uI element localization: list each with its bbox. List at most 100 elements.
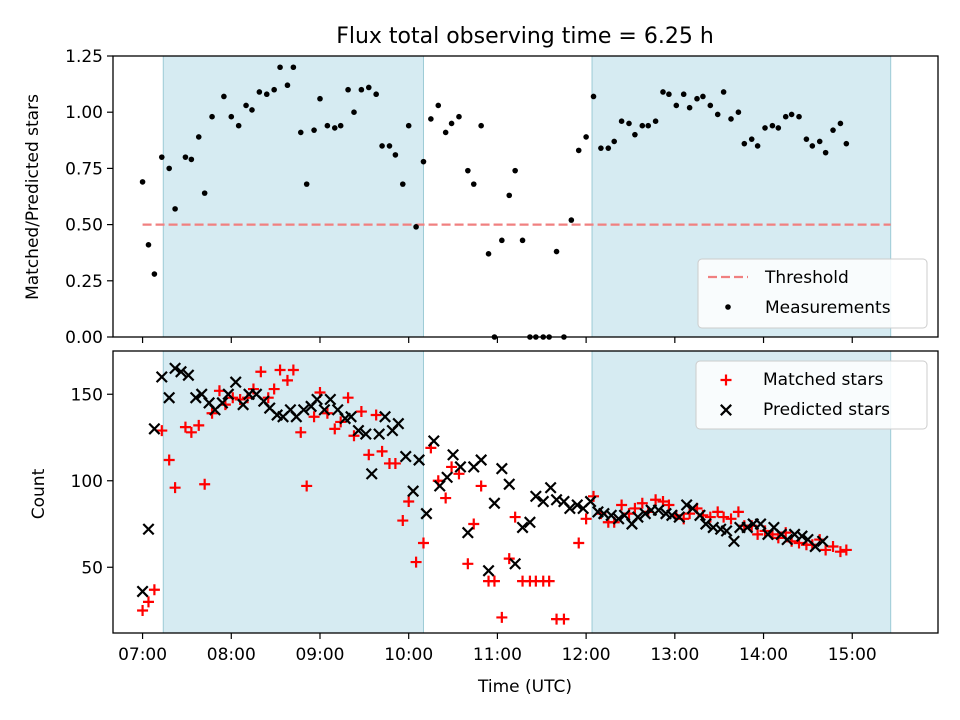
x-tick-label: 10:00 xyxy=(384,645,433,665)
data-point xyxy=(358,86,365,93)
data-point xyxy=(297,129,304,136)
data-point xyxy=(345,410,358,423)
data-point xyxy=(158,154,165,160)
data-point xyxy=(482,564,495,577)
data-point xyxy=(281,374,293,386)
y-tick-label: 1.00 xyxy=(65,103,103,123)
data-point xyxy=(142,596,154,608)
data-point xyxy=(816,535,829,548)
data-point xyxy=(188,156,195,163)
data-point xyxy=(185,426,197,438)
legend-matched-label: Matched stars xyxy=(763,370,883,390)
data-point xyxy=(410,556,422,568)
data-point xyxy=(700,93,706,100)
data-point xyxy=(303,181,310,187)
legend-box xyxy=(697,258,928,329)
bottom-panel: 50 100 150 07:00 08:00 09:00 10:00 11:00 12:00 13… xyxy=(71,350,939,665)
axes-frame xyxy=(112,350,939,634)
data-point xyxy=(673,511,686,524)
data-point xyxy=(660,89,666,95)
x-tick-label: 14:00 xyxy=(739,645,788,665)
data-point xyxy=(447,448,460,461)
x-tick-label: 11:00 xyxy=(473,645,522,665)
data-point xyxy=(584,495,597,508)
legend-predicted-label: Predicted stars xyxy=(763,400,890,420)
data-point xyxy=(287,364,299,376)
data-point xyxy=(397,515,409,527)
data-point xyxy=(268,383,280,395)
data-point xyxy=(392,417,405,430)
data-point xyxy=(618,118,625,124)
data-point xyxy=(155,370,168,383)
data-point xyxy=(475,480,487,492)
data-point xyxy=(605,145,612,151)
data-point xyxy=(631,511,644,524)
data-point xyxy=(509,511,521,523)
data-point xyxy=(470,181,477,187)
data-point xyxy=(636,497,648,509)
legend: Matched stars Predicted stars xyxy=(695,360,928,430)
data-point xyxy=(632,131,638,138)
data-point xyxy=(544,481,557,494)
data-point xyxy=(389,457,401,469)
data-point xyxy=(752,528,764,540)
data-point xyxy=(277,64,283,71)
data-point xyxy=(136,585,149,598)
data-point xyxy=(580,513,592,525)
data-point xyxy=(189,391,202,404)
data-point xyxy=(163,391,176,404)
data-point xyxy=(558,613,570,625)
data-point xyxy=(571,498,584,511)
data-point xyxy=(413,454,426,466)
data-point xyxy=(201,190,208,196)
data-point xyxy=(612,512,625,525)
data-point xyxy=(512,167,518,174)
x-tick-label: 07:00 xyxy=(118,645,167,665)
data-point xyxy=(329,423,341,435)
data-point xyxy=(235,122,242,129)
data-point xyxy=(249,107,255,113)
data-point xyxy=(543,575,555,587)
data-point xyxy=(172,206,178,212)
data-point xyxy=(652,118,659,124)
data-point xyxy=(822,149,829,156)
data-point xyxy=(179,421,191,433)
data-point xyxy=(714,111,721,118)
data-point xyxy=(590,93,597,100)
data-point xyxy=(209,113,215,120)
data-point xyxy=(407,485,420,498)
x-tick-label: 15:00 xyxy=(828,645,877,665)
data-point xyxy=(563,502,576,515)
data-point xyxy=(686,104,693,111)
data-point xyxy=(741,140,748,147)
data-point xyxy=(830,127,836,133)
x-axis-label: Time (UTC) xyxy=(477,677,572,697)
data-point xyxy=(568,217,575,223)
data-point xyxy=(145,242,152,248)
data-point xyxy=(392,152,399,158)
data-point xyxy=(169,482,181,494)
y-tick-label: 50 xyxy=(81,558,103,578)
data-point xyxy=(453,468,465,480)
data-point xyxy=(754,143,761,149)
data-point xyxy=(754,518,767,530)
data-point xyxy=(666,91,672,98)
data-point xyxy=(399,181,406,187)
y-tick-label: 0.25 xyxy=(65,272,103,292)
data-point xyxy=(475,454,488,466)
data-point xyxy=(663,499,675,511)
data-point xyxy=(318,403,331,416)
data-point xyxy=(256,89,263,95)
data-point xyxy=(720,524,733,537)
data-point xyxy=(440,492,452,504)
data-point xyxy=(166,165,172,172)
data-point xyxy=(769,122,776,129)
data-point xyxy=(199,478,211,490)
data-point xyxy=(775,125,782,131)
data-point xyxy=(359,428,372,441)
data-point xyxy=(222,388,235,401)
data-point xyxy=(365,84,372,91)
data-point xyxy=(290,64,297,71)
data-point xyxy=(373,91,379,98)
